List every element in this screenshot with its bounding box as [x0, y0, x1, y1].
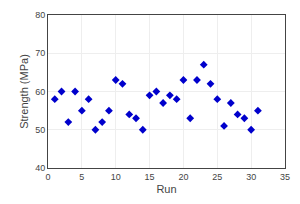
svg-text:10: 10: [111, 172, 121, 182]
svg-text:20: 20: [178, 172, 188, 182]
svg-text:25: 25: [212, 172, 222, 182]
svg-text:15: 15: [145, 172, 155, 182]
svg-text:35: 35: [280, 172, 290, 182]
svg-text:0: 0: [45, 172, 50, 182]
svg-text:50: 50: [35, 125, 45, 135]
svg-text:40: 40: [35, 163, 45, 173]
svg-text:80: 80: [35, 10, 45, 20]
svg-text:Run: Run: [156, 183, 176, 195]
svg-text:Strength (MPa): Strength (MPa): [18, 54, 30, 129]
svg-text:5: 5: [79, 172, 84, 182]
svg-text:70: 70: [35, 48, 45, 58]
svg-text:60: 60: [35, 87, 45, 97]
svg-text:30: 30: [246, 172, 256, 182]
